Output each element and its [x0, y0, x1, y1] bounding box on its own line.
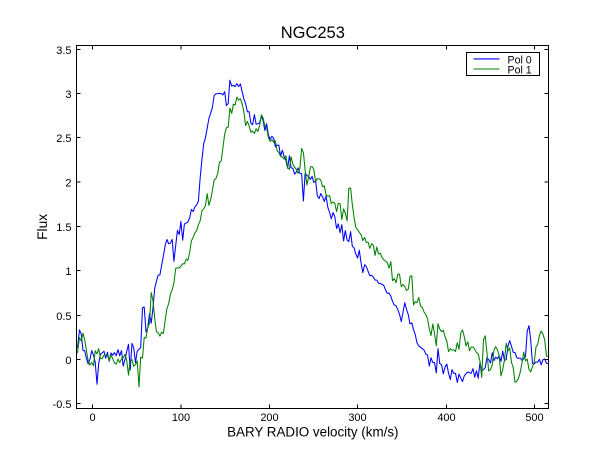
svg-text:-0.5: -0.5: [53, 399, 72, 411]
svg-text:Flux: Flux: [35, 214, 50, 240]
svg-text:3: 3: [65, 89, 71, 101]
svg-text:300: 300: [348, 412, 366, 424]
svg-text:Pol 0: Pol 0: [508, 55, 532, 67]
svg-text:BARY RADIO velocity (km/s): BARY RADIO velocity (km/s): [227, 425, 398, 440]
svg-text:NGC253: NGC253: [281, 24, 345, 42]
svg-text:1.5: 1.5: [56, 222, 71, 234]
svg-text:0: 0: [65, 355, 71, 367]
svg-text:3.5: 3.5: [56, 45, 71, 57]
svg-text:500: 500: [525, 412, 543, 424]
svg-text:400: 400: [437, 412, 455, 424]
svg-text:1: 1: [65, 266, 71, 278]
svg-text:2: 2: [65, 177, 71, 189]
svg-text:2.5: 2.5: [56, 133, 71, 145]
svg-text:Pol 1: Pol 1: [508, 65, 532, 77]
svg-text:0.5: 0.5: [56, 311, 71, 323]
svg-text:200: 200: [260, 412, 278, 424]
svg-text:100: 100: [172, 412, 190, 424]
svg-text:0: 0: [89, 412, 95, 424]
